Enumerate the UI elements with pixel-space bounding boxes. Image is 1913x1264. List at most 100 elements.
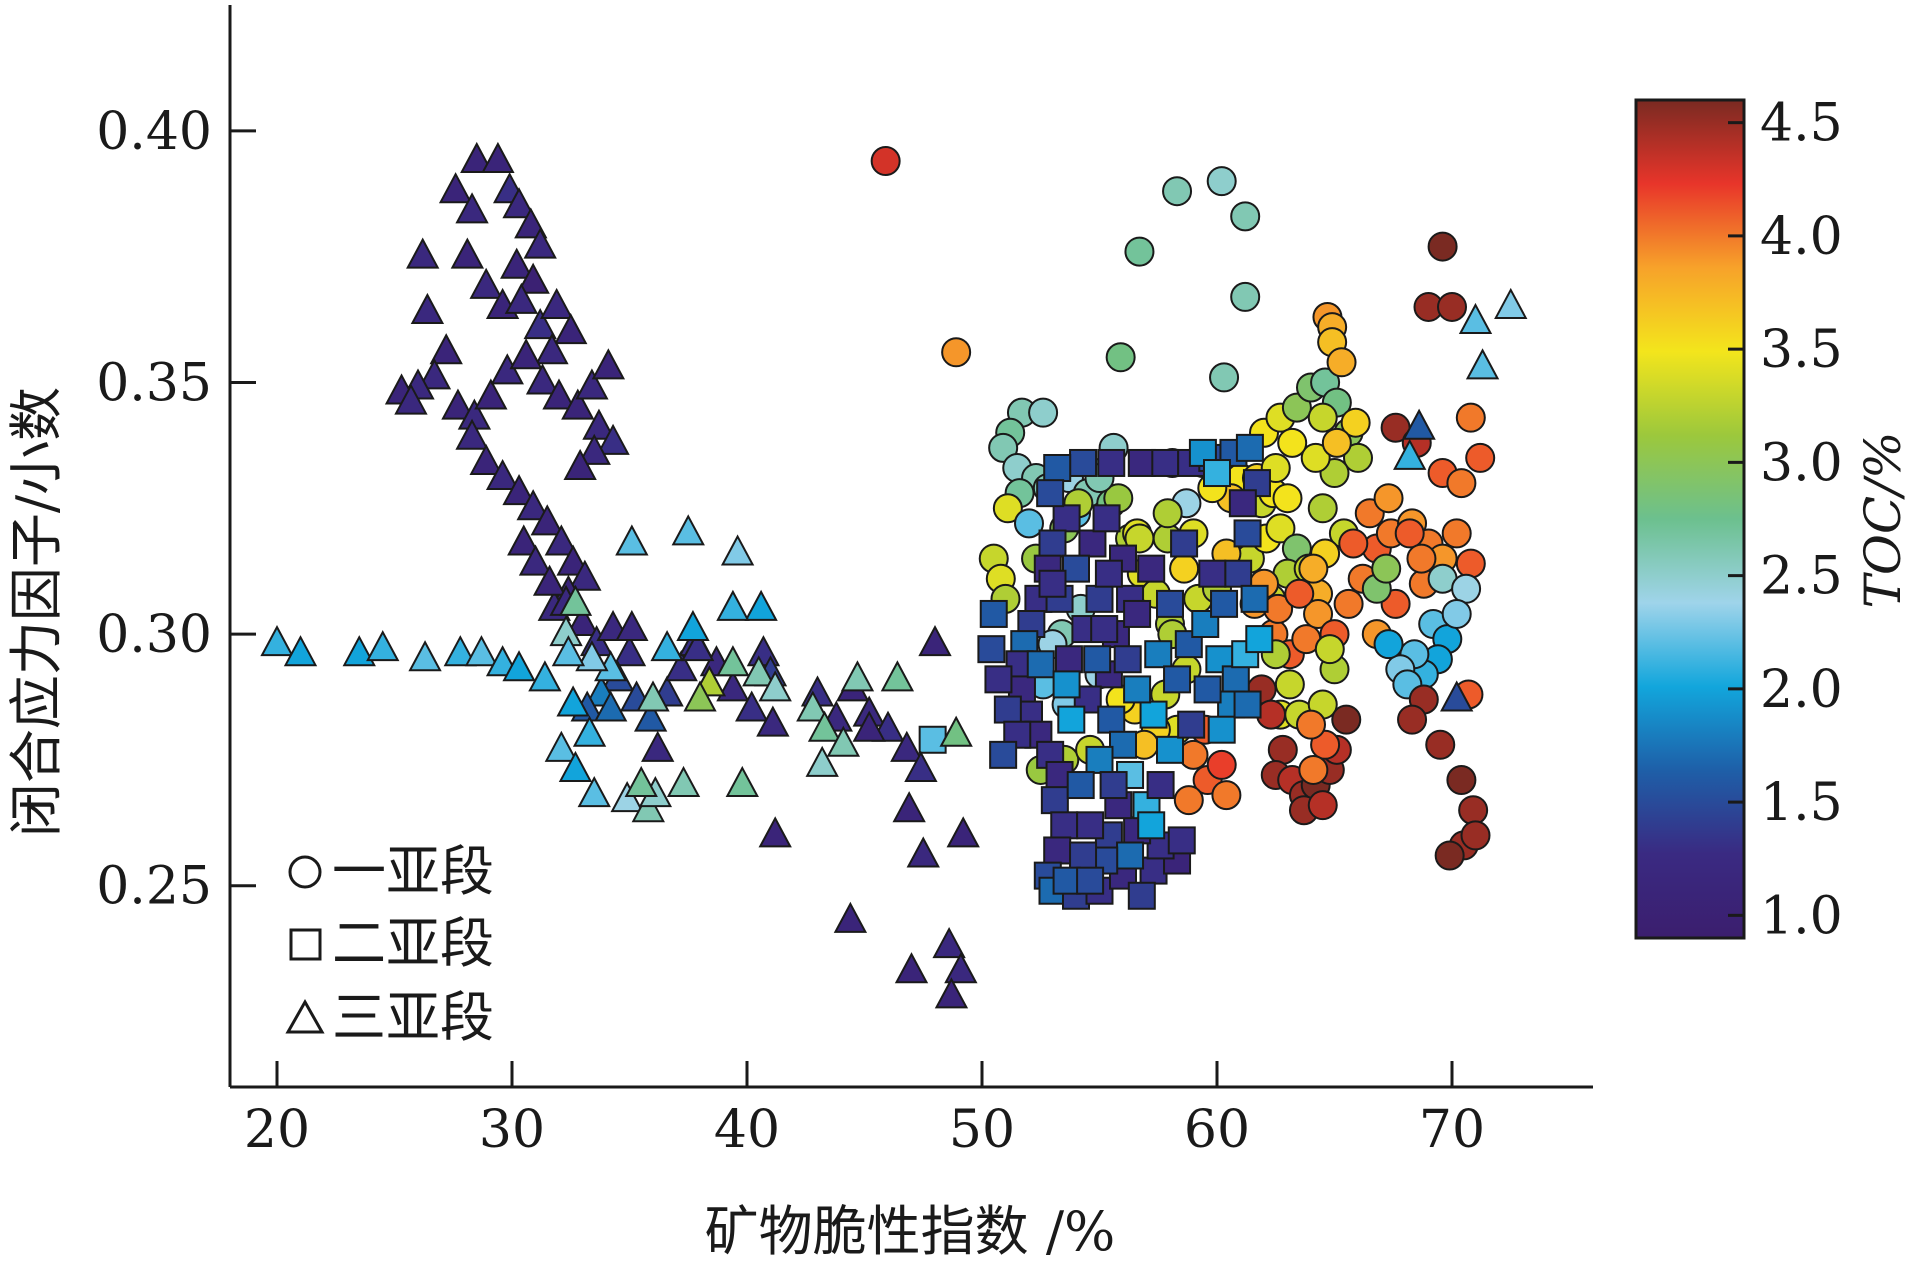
x-tick-label: 60 bbox=[1184, 1100, 1250, 1160]
data-point-triangle bbox=[438, 172, 473, 204]
data-point-triangle bbox=[504, 282, 539, 314]
data-point-triangle bbox=[890, 730, 924, 762]
data-point-square bbox=[1076, 866, 1105, 895]
data-point-triangle bbox=[596, 423, 630, 455]
data-point-triangle bbox=[664, 650, 698, 682]
x-tick-label: 70 bbox=[1419, 1100, 1485, 1160]
data-point-triangle bbox=[575, 640, 609, 672]
data-point-triangle bbox=[450, 237, 485, 269]
data-point-triangle bbox=[260, 625, 294, 657]
data-point-triangle bbox=[716, 670, 750, 702]
colorbar-tick-label: 2.0 bbox=[1760, 660, 1843, 720]
data-point-square bbox=[1052, 670, 1081, 699]
y-axis-title: 闭合应力因子/小数 bbox=[5, 387, 68, 837]
data-point-square bbox=[1177, 710, 1206, 739]
x-tick-label: 50 bbox=[949, 1100, 1015, 1160]
data-point-circle bbox=[1300, 442, 1331, 473]
data-point-triangle bbox=[551, 635, 586, 667]
data-point-square bbox=[1036, 479, 1065, 508]
data-point-circle bbox=[1425, 729, 1456, 760]
data-point-triangle bbox=[932, 926, 966, 959]
data-point-triangle bbox=[516, 262, 550, 294]
data-point-square bbox=[1127, 881, 1156, 910]
data-point-square bbox=[1038, 569, 1067, 598]
data-point-circle bbox=[1314, 634, 1345, 665]
y-tick-label: 0.30 bbox=[96, 605, 212, 665]
data-point-square bbox=[1066, 771, 1095, 800]
colorbar-tick-label: 3.5 bbox=[1760, 320, 1843, 380]
data-point-square bbox=[1123, 675, 1152, 704]
data-point-triangle bbox=[485, 458, 520, 491]
colorbar-tick-label: 1.0 bbox=[1760, 886, 1843, 946]
data-point-square bbox=[1139, 856, 1168, 885]
data-point-circle bbox=[1437, 291, 1467, 322]
data-point-square bbox=[1090, 615, 1119, 644]
data-point-triangle bbox=[514, 207, 548, 239]
data-point-square bbox=[1156, 735, 1184, 764]
data-point-circle bbox=[1441, 598, 1472, 629]
data-point-circle bbox=[1206, 166, 1237, 197]
data-point-triangle bbox=[1494, 287, 1528, 319]
data-point-triangle bbox=[530, 504, 564, 536]
data-point-square bbox=[1233, 690, 1262, 719]
data-point-circle bbox=[1460, 820, 1491, 851]
data-point-triangle bbox=[509, 338, 543, 370]
data-point-circle bbox=[1169, 553, 1200, 584]
data-point-square bbox=[1163, 665, 1192, 694]
data-point-square bbox=[1245, 625, 1274, 654]
data-point-triangle bbox=[408, 640, 442, 672]
y-tick-label: 0.25 bbox=[96, 857, 212, 917]
data-point-triangle bbox=[1440, 680, 1474, 712]
data-point-triangle bbox=[756, 705, 790, 737]
data-point-triangle bbox=[544, 524, 579, 556]
data-point-circle bbox=[1307, 402, 1338, 433]
data-point-square bbox=[1207, 715, 1236, 744]
x-tick-label: 40 bbox=[714, 1100, 780, 1160]
data-point-triangle bbox=[523, 227, 557, 259]
data-point-square bbox=[1038, 529, 1067, 558]
legend-circle-marker bbox=[288, 855, 322, 889]
y-tick-label: 0.35 bbox=[96, 353, 212, 413]
data-point-triangle bbox=[366, 630, 400, 662]
data-point-square bbox=[1170, 529, 1199, 558]
colorbar-ticks: 1.0 1.5 2.0 2.5 3.0 3.5 4.0 4.5 bbox=[1728, 94, 1843, 946]
data-point-triangle bbox=[591, 348, 626, 380]
data-point-square bbox=[1137, 554, 1166, 583]
data-point-triangle bbox=[502, 187, 536, 219]
data-point-triangle bbox=[906, 836, 940, 868]
data-point-triangle bbox=[577, 433, 611, 465]
data-point-triangle bbox=[615, 609, 649, 642]
data-point-triangle bbox=[744, 589, 778, 621]
data-point-circle bbox=[1340, 407, 1371, 438]
data-point-triangle bbox=[561, 388, 595, 420]
x-axis-ticks: 20 30 40 50 60 70 bbox=[244, 1061, 1485, 1160]
data-point-triangle bbox=[502, 474, 536, 506]
data-point-triangle bbox=[502, 650, 536, 682]
data-point-square bbox=[989, 740, 1018, 769]
x-axis-title: 矿物脆性指数 /% bbox=[705, 1200, 1116, 1263]
data-point-triangle bbox=[725, 765, 759, 798]
data-point-square bbox=[1146, 771, 1175, 800]
data-point-circle bbox=[1434, 840, 1465, 871]
data-point-triangle bbox=[641, 730, 675, 762]
data-point-circle bbox=[1307, 790, 1338, 821]
data-point-square bbox=[1113, 645, 1142, 674]
data-point-triangle bbox=[556, 685, 590, 717]
data-point-triangle bbox=[671, 514, 705, 546]
data-point-square bbox=[1151, 448, 1180, 477]
data-point-square bbox=[1085, 584, 1114, 613]
data-point-triangle bbox=[532, 564, 567, 596]
data-point-triangle bbox=[610, 781, 644, 813]
data-point-circle bbox=[1397, 704, 1428, 735]
data-point-triangle bbox=[880, 660, 915, 692]
data-point-triangle bbox=[535, 333, 569, 365]
data-point-circle bbox=[1277, 427, 1308, 458]
data-point-square bbox=[1123, 599, 1152, 628]
data-point-triangle bbox=[892, 791, 926, 823]
data-point-square bbox=[1116, 841, 1145, 870]
data-point-circle bbox=[1296, 709, 1326, 740]
data-point-triangle bbox=[594, 690, 628, 722]
data-point-triangle bbox=[455, 192, 489, 224]
data-point-triangle bbox=[469, 443, 503, 475]
data-point-square bbox=[1043, 836, 1072, 865]
